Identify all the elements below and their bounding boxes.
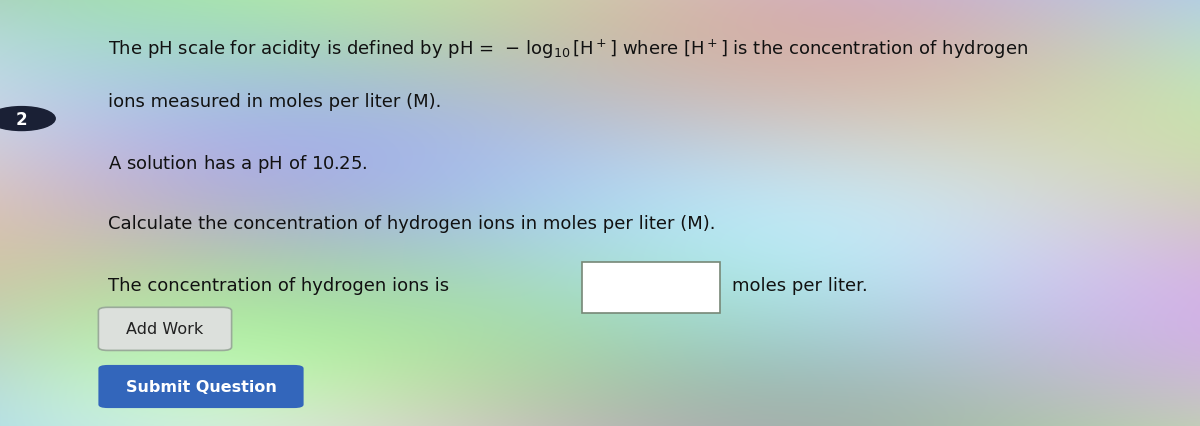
Circle shape (0, 107, 55, 131)
Text: ions measured in moles per liter (M).: ions measured in moles per liter (M). (108, 93, 442, 111)
Text: Add Work: Add Work (126, 322, 204, 337)
Text: moles per liter.: moles per liter. (732, 276, 868, 294)
Text: 2: 2 (16, 110, 28, 128)
FancyBboxPatch shape (582, 262, 720, 313)
Text: The concentration of hydrogen ions is: The concentration of hydrogen ions is (108, 276, 449, 294)
FancyBboxPatch shape (98, 308, 232, 351)
Text: A solution has a $\mathrm{pH}$ of 10.25.: A solution has a $\mathrm{pH}$ of 10.25. (108, 153, 367, 175)
FancyBboxPatch shape (98, 365, 304, 408)
Text: Submit Question: Submit Question (126, 379, 276, 394)
Text: The $\mathrm{p}\mathrm{H}$ scale for acidity is defined by $\mathrm{pH}\,=\,-\,\: The $\mathrm{p}\mathrm{H}$ scale for aci… (108, 37, 1028, 60)
Text: Calculate the concentration of hydrogen ions in moles per liter (M).: Calculate the concentration of hydrogen … (108, 215, 715, 233)
